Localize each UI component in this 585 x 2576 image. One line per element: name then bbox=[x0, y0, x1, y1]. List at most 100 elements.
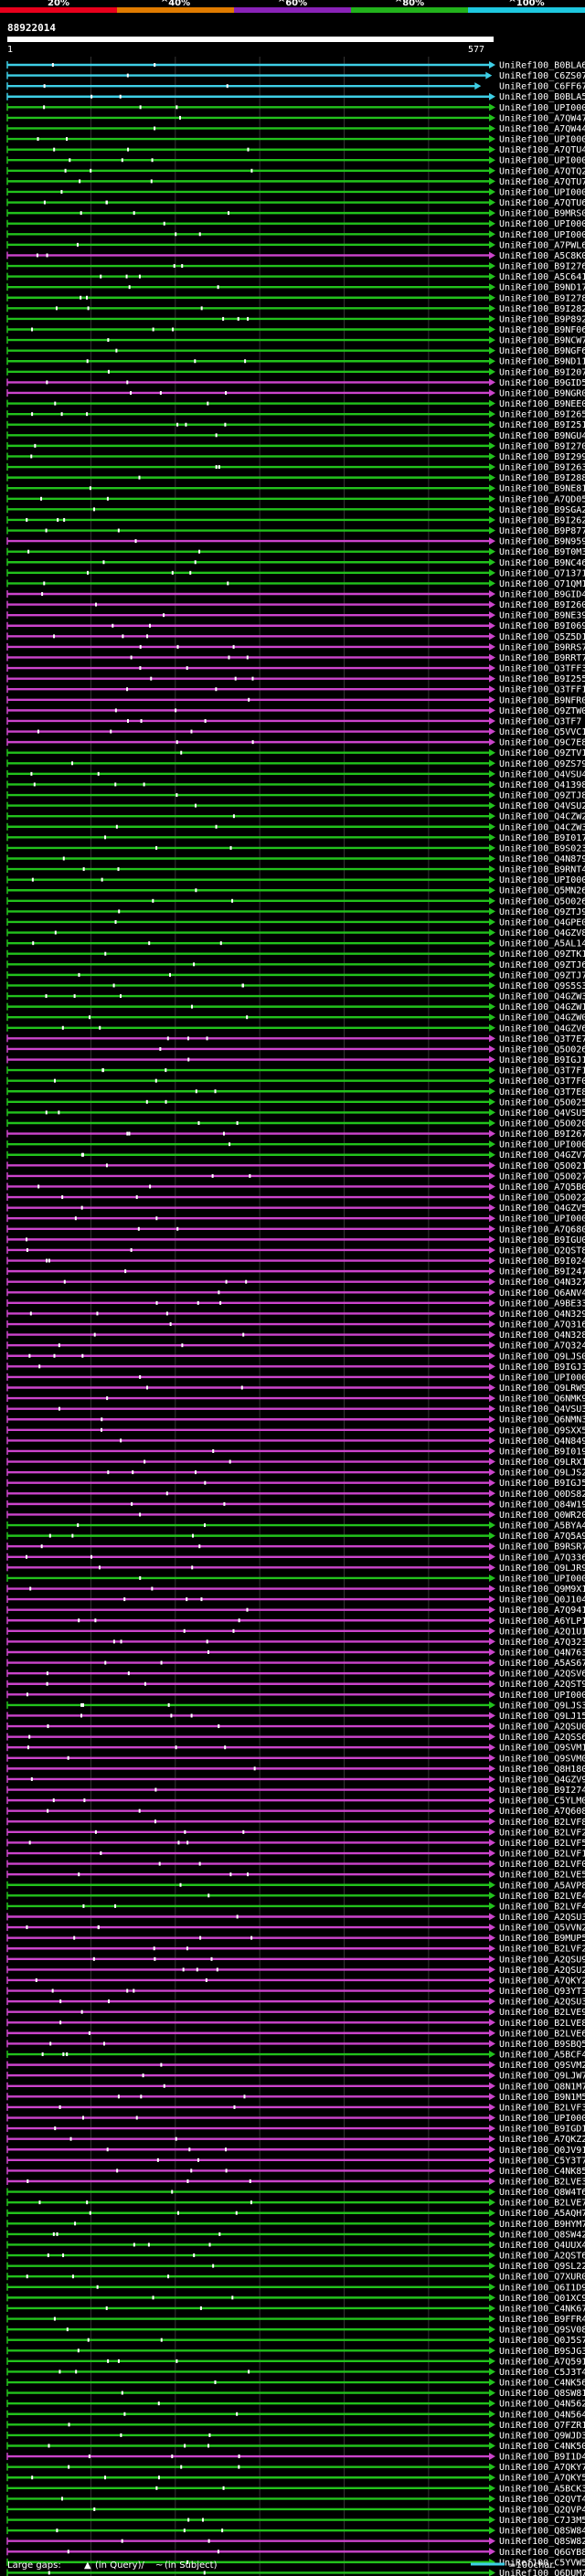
hit-row[interactable]: UniRef100_Q3TFF3 bbox=[6, 664, 585, 674]
hit-label[interactable]: UniRef100_Q9ZTK1 bbox=[499, 949, 585, 959]
hit-row[interactable]: UniRef100_B9NE81 bbox=[6, 484, 585, 494]
hit-row[interactable]: UniRef100_C6ZS07 bbox=[6, 71, 585, 81]
hit-label[interactable]: UniRef100_UPI000... bbox=[499, 1574, 585, 1584]
hit-row[interactable]: UniRef100_B9I207 bbox=[6, 367, 585, 377]
hit-label[interactable]: UniRef100_A7Q323 bbox=[499, 1638, 585, 1648]
hit-row[interactable]: UniRef100_Q3T7E8 bbox=[6, 1087, 585, 1097]
hit-row[interactable]: UniRef100_UPI000... bbox=[6, 103, 585, 113]
hit-label[interactable]: UniRef100_A7QW47 bbox=[499, 113, 585, 123]
hit-row[interactable]: UniRef100_UPI000... bbox=[6, 187, 585, 197]
hit-label[interactable]: UniRef100_Q84W19 bbox=[499, 1500, 585, 1510]
hit-row[interactable]: UniRef100_B2LVF0 bbox=[6, 1860, 585, 1870]
hit-label[interactable]: UniRef100_Q5MN26 bbox=[499, 886, 585, 896]
hit-row[interactable]: UniRef100_C4NK85 bbox=[6, 2167, 585, 2177]
hit-label[interactable]: UniRef100_B9NF06 bbox=[499, 325, 585, 335]
hit-row[interactable]: UniRef100_B9NGU4 bbox=[6, 431, 585, 441]
hit-label[interactable]: UniRef100_Q4GZW3 bbox=[499, 992, 585, 1002]
hit-label[interactable]: UniRef100_Q0WR20 bbox=[499, 1511, 585, 1521]
hit-row[interactable]: UniRef100_B9GID4 bbox=[6, 590, 585, 600]
hit-row[interactable]: UniRef100_C4NK67 bbox=[6, 2304, 585, 2314]
hit-row[interactable]: UniRef100_Q9LJR9 bbox=[6, 1564, 585, 1574]
hit-row[interactable]: UniRef100_B9SJG3 bbox=[6, 2347, 585, 2357]
hit-label[interactable]: UniRef100_B2LVE3 bbox=[499, 2178, 585, 2188]
hit-label[interactable]: UniRef100_Q4N562 bbox=[499, 2400, 585, 2410]
hit-row[interactable]: UniRef100_A7PWL6 bbox=[6, 240, 585, 250]
hit-label[interactable]: UniRef100_A2QST9 bbox=[499, 1680, 585, 1690]
hit-label[interactable]: UniRef100_Q3TFF3 bbox=[499, 664, 585, 674]
hit-row[interactable]: UniRef100_Q9SVM1 bbox=[6, 1744, 585, 1754]
hit-label[interactable]: UniRef100_A7QKY2 bbox=[499, 1976, 585, 1986]
hit-label[interactable]: UniRef100_Q8H180 bbox=[499, 1765, 585, 1775]
hit-row[interactable]: UniRef100_Q8SW42 bbox=[6, 2230, 585, 2240]
hit-label[interactable]: UniRef100_Q8SW81 bbox=[499, 2389, 585, 2399]
hit-row[interactable]: UniRef100_B9GID5 bbox=[6, 378, 585, 388]
hit-label[interactable]: UniRef100_Q0J5S7 bbox=[499, 2336, 585, 2346]
hit-label[interactable]: UniRef100_Q5O027 bbox=[499, 1171, 585, 1182]
hit-label[interactable]: UniRef100_A2QSU0 bbox=[499, 1723, 585, 1733]
hit-label[interactable]: UniRef100_Q0JV91 bbox=[499, 2146, 585, 2156]
hit-label[interactable]: UniRef100_Q3T7F1 bbox=[499, 1066, 585, 1076]
hit-row[interactable]: UniRef100_B2LVE7 bbox=[6, 2199, 585, 2209]
hit-label[interactable]: UniRef100_A5AQH7 bbox=[499, 2209, 585, 2219]
hit-row[interactable]: UniRef100_B9I274 bbox=[6, 1786, 585, 1796]
hit-row[interactable]: UniRef100_A2QST9 bbox=[6, 1680, 585, 1690]
hit-label[interactable]: UniRef100_Q2QVT4 bbox=[499, 2495, 585, 2505]
hit-label[interactable]: UniRef100_A5BCF4 bbox=[499, 2051, 585, 2061]
hit-label[interactable]: UniRef100_UPI000... bbox=[499, 103, 585, 113]
hit-row[interactable]: UniRef100_Q4GZW3 bbox=[6, 992, 585, 1002]
hit-label[interactable]: UniRef100_A5AS67 bbox=[499, 1659, 585, 1669]
hit-label[interactable]: UniRef100_C4NK85 bbox=[499, 2167, 585, 2177]
hit-label[interactable]: UniRef100_B9I270 bbox=[499, 441, 585, 451]
hit-label[interactable]: UniRef100_B9I288 bbox=[499, 473, 585, 483]
hit-row[interactable]: UniRef100_B2LVF1 bbox=[6, 1850, 585, 1860]
hit-label[interactable]: UniRef100_B2LVF5 bbox=[499, 1839, 585, 1849]
hit-label[interactable]: UniRef100_Q9ZTJ9 bbox=[499, 907, 585, 917]
hit-label[interactable]: UniRef100_B0BLA5 bbox=[499, 92, 585, 102]
hit-label[interactable]: UniRef100_B2LVE6 bbox=[499, 2029, 585, 2039]
hit-row[interactable]: UniRef100_B2LVF3 bbox=[6, 2103, 585, 2113]
hit-label[interactable]: UniRef100_B9I265 bbox=[499, 410, 585, 420]
hit-row[interactable]: UniRef100_Q93YT3 bbox=[6, 1987, 585, 1997]
hit-row[interactable]: UniRef100_Q5MN26 bbox=[6, 886, 585, 896]
hit-label[interactable]: UniRef100_B9ND17 bbox=[499, 283, 585, 293]
hit-row[interactable]: UniRef100_B9I267 bbox=[6, 1129, 585, 1140]
hit-label[interactable]: UniRef100_B9FFR4 bbox=[499, 2315, 585, 2325]
hit-row[interactable]: UniRef100_Q9LRW9 bbox=[6, 1383, 585, 1394]
hit-row[interactable]: UniRef100_UPI000... bbox=[6, 1574, 585, 1584]
hit-row[interactable]: UniRef100_Q9LJS3 bbox=[6, 1701, 585, 1711]
hit-label[interactable]: UniRef100_A2QSU2 bbox=[499, 1966, 585, 1976]
hit-label[interactable]: UniRef100_UPI000... bbox=[499, 1140, 585, 1150]
hit-label[interactable]: UniRef100_Q4GZV6 bbox=[499, 1023, 585, 1034]
hit-label[interactable]: UniRef100_Q5O026 bbox=[499, 896, 585, 906]
hit-row[interactable]: UniRef100_A5AVP8 bbox=[6, 1881, 585, 1891]
hit-row[interactable]: UniRef100_Q6NMN3 bbox=[6, 1415, 585, 1426]
hit-label[interactable]: UniRef100_B9IGD1 bbox=[499, 2125, 585, 2135]
hit-label[interactable]: UniRef100_B9GID5 bbox=[499, 378, 585, 388]
hit-label[interactable]: UniRef100_A2QSU9 bbox=[499, 1955, 585, 1965]
hit-label[interactable]: UniRef100_Q9LRX1 bbox=[499, 1458, 585, 1468]
hit-label[interactable]: UniRef100_A7Q608 bbox=[499, 1807, 585, 1817]
hit-label[interactable]: UniRef100_A7Q316 bbox=[499, 1320, 585, 1330]
hit-label[interactable]: UniRef100_Q6GYB8 bbox=[499, 2548, 585, 2558]
hit-label[interactable]: UniRef100_Q6NMK9 bbox=[499, 1394, 585, 1405]
hit-row[interactable]: UniRef100_B9IGJ5 bbox=[6, 1479, 585, 1489]
hit-row[interactable]: UniRef100_B9I019 bbox=[6, 1447, 585, 1457]
hit-label[interactable]: UniRef100_B9I024 bbox=[499, 1256, 585, 1267]
hit-label[interactable]: UniRef100_Q4GZV5 bbox=[499, 1203, 585, 1214]
hit-label[interactable]: UniRef100_Q2QST8 bbox=[499, 1246, 585, 1256]
hit-label[interactable]: UniRef100_Q4CZW3 bbox=[499, 822, 585, 832]
hit-label[interactable]: UniRef100_Q4VSU5 bbox=[499, 1108, 585, 1118]
hit-label[interactable]: UniRef100_Q8W4T6 bbox=[499, 2188, 585, 2198]
hit-label[interactable]: UniRef100_A7QKY7 bbox=[499, 2463, 585, 2473]
hit-row[interactable]: UniRef100_A5C641 bbox=[6, 272, 585, 282]
hit-row[interactable]: UniRef100_B9IGU0 bbox=[6, 1235, 585, 1246]
hit-label[interactable]: UniRef100_A5BYA4 bbox=[499, 1521, 585, 1532]
hit-label[interactable]: UniRef100_B2LVF1 bbox=[499, 1850, 585, 1860]
hit-label[interactable]: UniRef100_Q6I1D9 bbox=[499, 2283, 585, 2293]
hit-label[interactable]: UniRef100_Q7FZR1 bbox=[499, 2421, 585, 2431]
hit-label[interactable]: UniRef100_Q3T7E7 bbox=[499, 1034, 585, 1044]
hit-row[interactable]: UniRef100_Q3TFF1 bbox=[6, 685, 585, 695]
hit-row[interactable]: UniRef100_Q9ZS79 bbox=[6, 759, 585, 769]
hit-row[interactable]: UniRef100_Q6GYB8 bbox=[6, 2548, 585, 2558]
hit-label[interactable]: UniRef100_Q4GZV7 bbox=[499, 1150, 585, 1161]
